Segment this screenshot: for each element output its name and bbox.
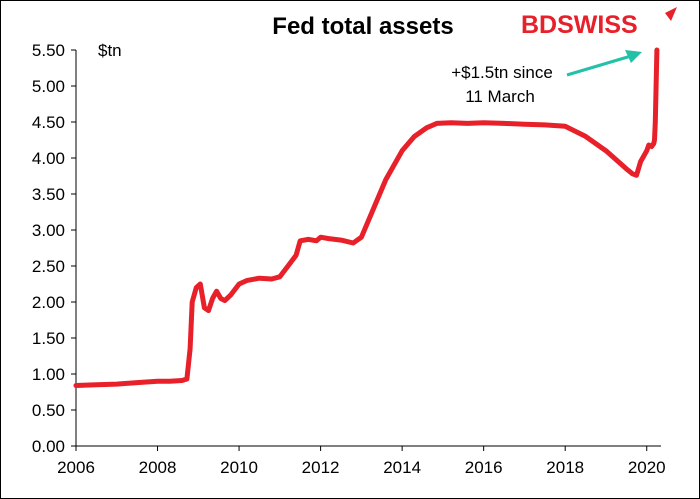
brand-logo: BDSWISS [521,7,677,39]
x-tick-label: 2014 [383,458,421,477]
series-group [73,47,660,388]
y-tick-label: 4.00 [32,149,65,168]
y-tick-label: 4.50 [32,113,65,132]
x-tick-label: 2008 [139,458,177,477]
annotation-arrow-line [566,54,632,77]
x-axis: 2006 2008 2010 2012 2014 2016 2018 2020 [57,445,666,477]
unit-label: $tn [98,41,122,60]
logo-swoosh-icon [665,7,677,21]
y-tick-label: 1.50 [32,329,65,348]
annotation: +$1.5tn since 11 March [451,50,642,106]
annotation-line-2: 11 March [465,87,535,106]
series-line-fed-assets [73,47,660,388]
x-tick-label: 2018 [546,458,584,477]
x-tick-label: 2012 [302,458,340,477]
y-tick-label: 3.00 [32,221,65,240]
x-tick-label: 2006 [57,458,95,477]
y-tick-label: 2.50 [32,257,65,276]
y-tick-label: 3.50 [32,185,65,204]
x-tick-label: 2010 [220,458,258,477]
logo-text-swiss: SWISS [557,11,638,39]
x-tick-label: 2020 [628,458,666,477]
y-tick-label: 1.00 [32,365,65,384]
x-tick-label: 2016 [465,458,503,477]
annotation-arrowhead-icon [625,50,642,63]
y-tick-label: 2.00 [32,293,65,312]
logo-text-bd: BD [521,11,557,39]
annotation-line-1: +$1.5tn since [451,63,553,82]
y-axis: 0.00 0.50 1.00 1.50 2.00 2.50 3.00 3.50 4.00 4.50… [32,41,77,456]
y-tick-label: 5.00 [32,77,65,96]
svg-text:BDSWISS: BDSWISS [521,11,638,39]
y-tick-label: 0.00 [32,437,65,456]
y-tick-label: 5.50 [32,41,65,60]
chart-title: Fed total assets [272,13,453,40]
y-tick-label: 0.50 [32,401,65,420]
